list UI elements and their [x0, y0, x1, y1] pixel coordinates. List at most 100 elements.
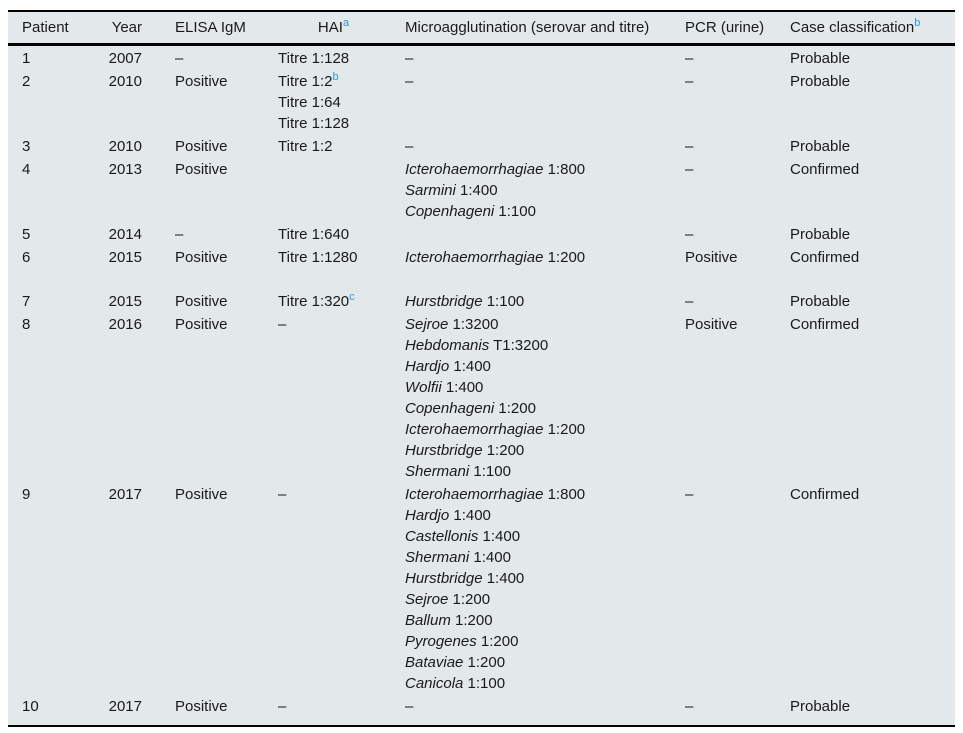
serovar-titre-line: Icterohaemorrhagiae 1:800: [405, 486, 586, 503]
cell-elisa-result: –: [175, 226, 184, 243]
cell-hai-titres: –: [270, 482, 397, 694]
serovar-titre-line: Icterohaemorrhagiae 1:200: [405, 249, 586, 266]
cell-elisa-result: Positive: [150, 694, 270, 727]
hai-titre-line: –: [278, 698, 287, 715]
serovar-name: Shermani: [405, 549, 470, 566]
cell-case-classification: Probable: [790, 73, 851, 90]
cell-microagglutination: Icterohaemorrhagiae 1:800 Hardjo 1:400 Cas…: [397, 482, 677, 694]
col-header-year: Year: [97, 10, 150, 46]
serovar-titre-line: Castellonis 1:400: [405, 528, 521, 545]
cell-hai-titres: Titre 1:1280: [270, 245, 397, 289]
cell-year: 2014: [108, 226, 142, 243]
serovar-titre-line: Bataviae 1:200: [405, 654, 506, 671]
cell-case-classification: Probable: [790, 138, 851, 155]
serovar-name: Copenhageni: [405, 203, 495, 220]
cell-microagglutination: Icterohaemorrhagiae 1:200: [397, 245, 677, 289]
cell-microagglutination: [397, 222, 677, 245]
cell-year: 2010: [108, 138, 142, 155]
hai-titre-line: Titre 1:128: [278, 115, 350, 132]
cell-pcr-result: Positive: [685, 316, 738, 333]
cell-pcr-result: –: [685, 138, 694, 155]
header-row: Patient Year ELISA IgM HAIa Microagglutinati…: [8, 10, 955, 46]
serovar-titre-line: Sejroe 1:200: [405, 591, 491, 608]
cell-case-classification: Probable: [790, 226, 851, 243]
hai-titre-line: Titre 1:640: [278, 226, 350, 243]
serovar-titre-line: Canicola 1:100: [405, 675, 506, 692]
serovar-name: Castellonis: [405, 528, 479, 545]
cell-elisa-result: Positive: [175, 486, 228, 503]
serovar-name: Hardjo: [405, 358, 450, 375]
cell-microagglutination: –: [397, 69, 677, 134]
col-header-hai: HAIa: [270, 10, 397, 46]
cell-hai-titres: –: [270, 312, 397, 482]
table-row: 7 2015 Positive Titre 1:320c Hurstbridge 1:1…: [8, 289, 955, 312]
col-header-pcr: PCR (urine): [677, 10, 782, 46]
cell-hai-titres: Titre 1:320c: [270, 289, 397, 312]
footnote-marker: a: [342, 17, 350, 29]
cell-patient-number: 1: [22, 50, 31, 67]
cell-case-classification: Confirmed: [790, 161, 860, 178]
serovar-name: Shermani: [405, 463, 470, 480]
cell-patient-number: 5: [22, 226, 31, 243]
cell-pcr-result: –: [685, 73, 694, 90]
cell-year: 2015: [108, 249, 142, 266]
serovar-name: Pyrogenes: [405, 633, 477, 650]
cell-patient-number: 9: [22, 486, 31, 503]
serovar-name: Ballum: [405, 612, 451, 629]
cell-case-classification: Confirmed: [790, 316, 860, 333]
serovar-titre-line: –: [405, 698, 414, 715]
table-body: 1 2007– Titre 1:128– – Probable 2 2010 Positive…: [8, 46, 955, 727]
serovar-titre-line: Hurstbridge 1:400: [405, 570, 525, 587]
cell-case-classification: Confirmed: [790, 249, 860, 266]
leptospirosis-case-table: Patient Year ELISA IgM HAIa Microagglutinati…: [8, 10, 955, 727]
cell-year: 2017: [97, 694, 150, 727]
cell-elisa-result: Positive: [175, 316, 228, 333]
cell-year: 2016: [108, 316, 142, 333]
serovar-titre-line: Hurstbridge 1:100: [405, 293, 525, 310]
serovar-titre-line: Copenhageni 1:200: [405, 400, 536, 417]
table-row: 3 2010 Positive Titre 1:2 – – Probable: [8, 134, 955, 157]
serovar-name: Hebdomanis: [405, 337, 490, 354]
cell-pcr-result: –: [685, 293, 694, 310]
cell-case-classification: Probable: [782, 694, 955, 727]
serovar-name: Hurstbridge: [405, 442, 483, 459]
hai-titre-line: Titre 1:64: [278, 94, 341, 111]
serovar-titre-line: Sarmini 1:400: [405, 182, 498, 199]
footnote-marker: b: [914, 17, 921, 29]
cell-hai-titres: –: [270, 694, 397, 727]
cell-elisa-result: Positive: [175, 293, 228, 310]
serovar-titre-line: Sejroe 1:3200: [405, 316, 499, 333]
serovar-titre-line: Icterohaemorrhagiae 1:200: [405, 421, 586, 438]
table-row: 6 2015 Positive Titre 1:1280 Icterohaemorrha…: [8, 245, 955, 289]
serovar-name: Hurstbridge: [405, 293, 483, 310]
cell-pcr-result: –: [685, 50, 694, 67]
hai-titre-line: Titre 1:128: [278, 50, 350, 67]
serovar-name: Copenhageni: [405, 400, 495, 417]
table-row: 10 2017 Positive – – – Probable: [8, 694, 955, 727]
serovar-name: Sejroe: [405, 316, 449, 333]
cell-microagglutination: –: [397, 46, 677, 69]
cell-microagglutination: Hurstbridge 1:100: [397, 289, 677, 312]
cell-pcr-result: –: [677, 694, 782, 727]
cell-elisa-result: Positive: [175, 73, 228, 90]
cell-microagglutination: Icterohaemorrhagiae 1:800 Sarmini 1:400 Co…: [397, 157, 677, 222]
serovar-name: Sejroe: [405, 591, 449, 608]
col-header-micro: Microagglutination (serovar and titre): [397, 10, 677, 46]
serovar-titre-line: Shermani 1:400: [405, 549, 511, 566]
col-header-patient: Patient: [8, 10, 97, 46]
cell-hai-titres: Titre 1:2b Titre 1:64 Titre 1:128: [270, 69, 397, 134]
table-row: 2 2010 Positive Titre 1:2b Titre 1:64 Titre 1…: [8, 69, 955, 134]
serovar-titre-line: Hurstbridge 1:200: [405, 442, 525, 459]
cell-case-classification: Confirmed: [790, 486, 860, 503]
hai-titre-line: –: [278, 486, 287, 503]
hai-titre-line: –: [278, 316, 287, 333]
cell-elisa-result: Positive: [175, 161, 228, 178]
table-row: 1 2007 – Titre 1:128 – – Probable: [8, 46, 955, 69]
cell-pcr-result: –: [685, 161, 694, 178]
serovar-name: Icterohaemorrhagiae: [405, 249, 544, 266]
cell-year: 2013: [108, 161, 142, 178]
serovar-name: Icterohaemorrhagiae: [405, 486, 544, 503]
serovar-titre-line: –: [405, 50, 414, 67]
serovar-titre-line: Shermani 1:100: [405, 463, 511, 480]
col-header-case: Case classificationb: [782, 10, 955, 46]
